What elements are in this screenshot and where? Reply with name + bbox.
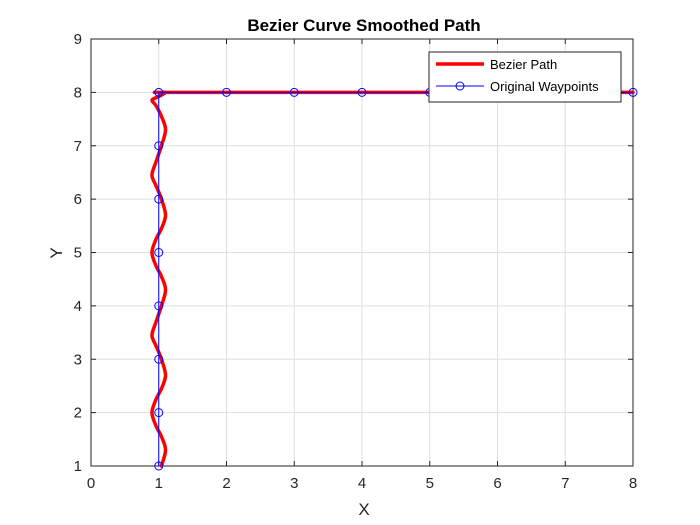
waypoint-marker <box>154 461 164 471</box>
x-tick-label: 3 <box>290 475 298 492</box>
y-tick-label: 7 <box>74 138 82 155</box>
waypoint-marker <box>154 354 164 364</box>
x-axis-label: X <box>358 500 369 519</box>
x-tick-label: 7 <box>561 475 569 492</box>
x-tick-label: 0 <box>87 475 95 492</box>
legend: Bezier Path Original Waypoints <box>428 51 622 103</box>
waypoint-marker <box>154 301 164 311</box>
x-tick-label: 1 <box>155 475 163 492</box>
legend-box <box>428 51 622 103</box>
waypoint-marker <box>154 248 164 257</box>
legend-label-bezier-path: Bezier Path <box>490 57 557 72</box>
legend-label-original-waypoints: Original Waypoints <box>490 79 599 94</box>
x-tick-label: 6 <box>493 475 501 492</box>
x-tick-label: 2 <box>222 475 230 492</box>
waypoint-marker <box>154 87 164 97</box>
y-tick-label: 6 <box>74 191 82 208</box>
waypoint-marker <box>154 408 164 418</box>
waypoint-marker <box>222 87 231 97</box>
y-axis-label: Y <box>47 247 66 258</box>
waypoint-marker <box>154 141 164 151</box>
y-tick-label: 8 <box>74 84 82 101</box>
waypoint-marker <box>628 87 638 97</box>
y-tick-label: 3 <box>74 351 82 368</box>
x-tick-label: 4 <box>358 475 366 492</box>
waypoint-marker <box>357 87 367 97</box>
waypoint-marker <box>289 87 299 97</box>
legend-marker-original-waypoints <box>455 81 465 91</box>
x-tick-label: 5 <box>426 475 434 492</box>
chart-title: Bezier Curve Smoothed Path <box>247 16 480 35</box>
waypoint-marker <box>154 194 164 204</box>
y-tick-label: 4 <box>74 298 82 315</box>
y-tick-label: 1 <box>74 458 82 475</box>
y-tick-label: 5 <box>74 245 82 262</box>
y-tick-label: 2 <box>74 405 82 422</box>
y-tick-label: 9 <box>74 31 82 48</box>
x-tick-label: 8 <box>629 475 637 492</box>
